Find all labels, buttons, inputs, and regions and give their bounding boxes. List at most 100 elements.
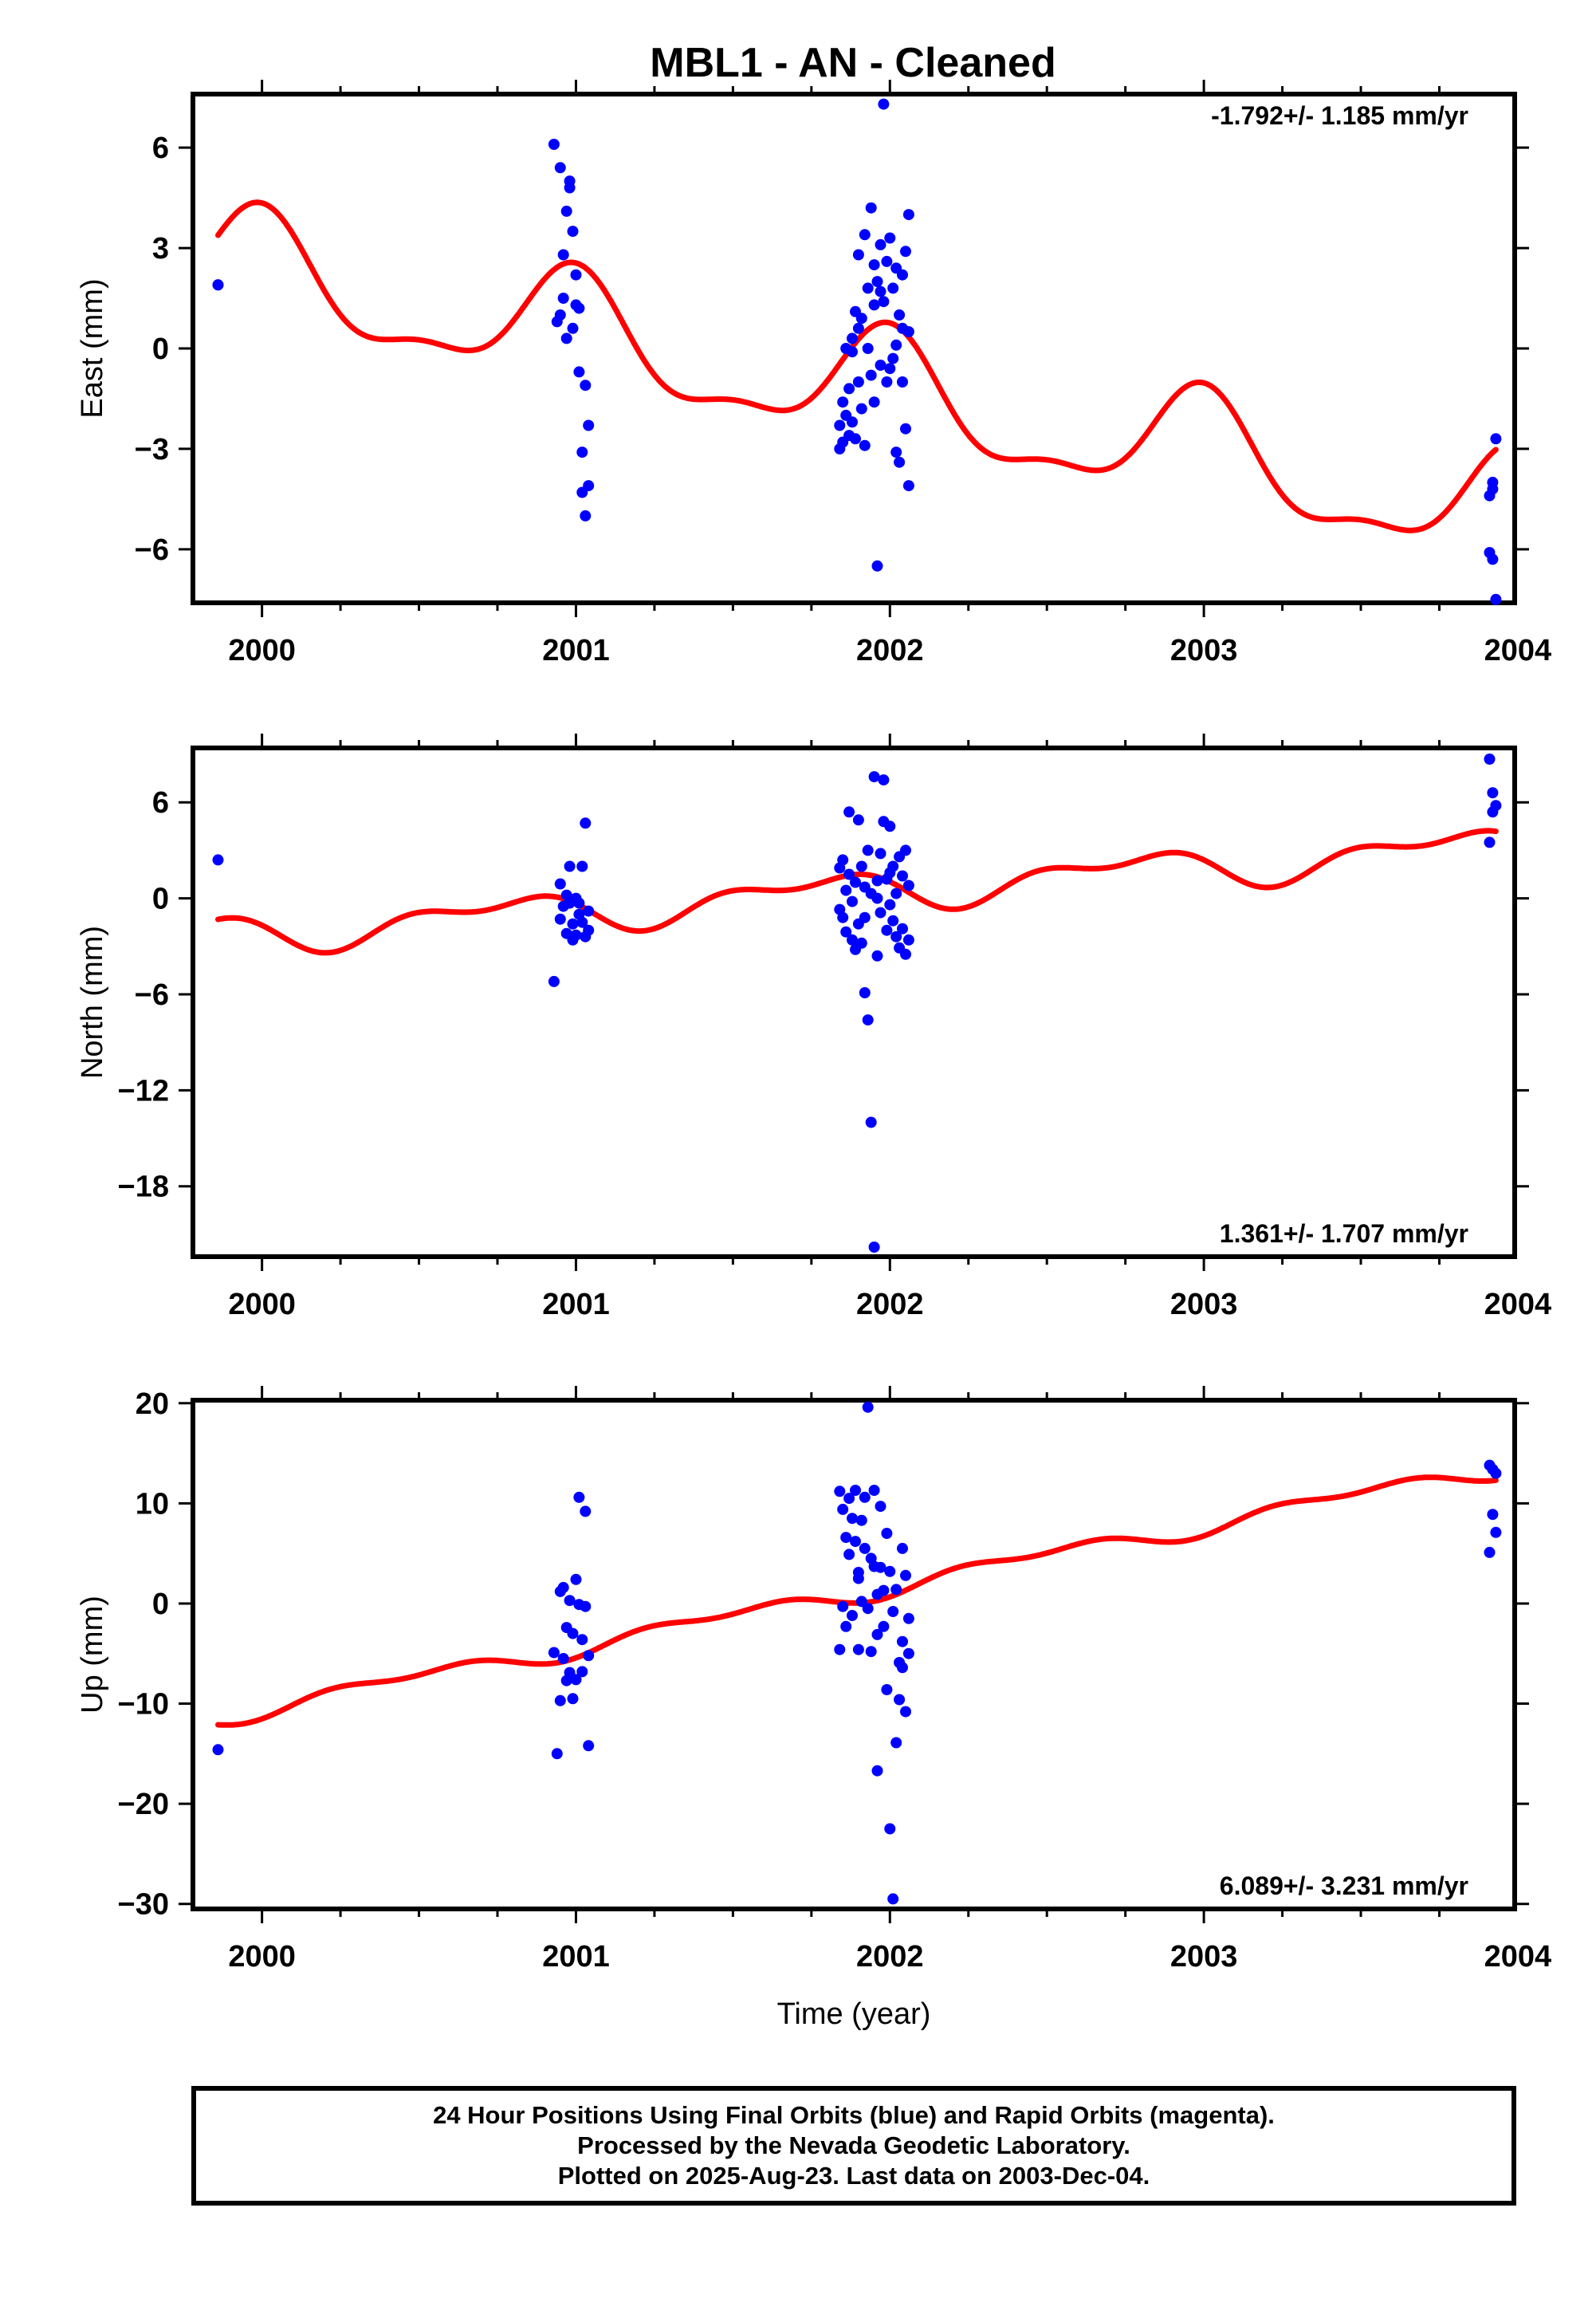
- x-tick-label: 2004: [1484, 1940, 1552, 1974]
- data-point: [897, 923, 908, 935]
- data-point: [884, 821, 896, 832]
- data-point: [902, 934, 914, 946]
- data-point: [897, 1542, 908, 1554]
- data-point: [1487, 1509, 1499, 1521]
- data-point: [875, 907, 886, 919]
- data-point: [567, 918, 579, 930]
- y-tick-label: 6: [152, 132, 169, 165]
- data-point: [576, 860, 588, 872]
- data-point: [900, 948, 911, 960]
- y-tick-label: −20: [118, 1788, 169, 1821]
- y-tick-label: −3: [135, 433, 169, 466]
- data-point: [583, 419, 595, 431]
- caption-line-orbits: 24 Hour Positions Using Final Orbits (bl…: [433, 2101, 1275, 2129]
- data-point: [570, 269, 582, 281]
- data-point: [850, 433, 861, 445]
- data-point: [862, 1014, 874, 1026]
- data-point: [583, 1740, 595, 1752]
- data-point: [887, 352, 899, 364]
- y-tick-label: −10: [118, 1688, 169, 1722]
- plot-frame: [191, 1398, 1517, 1911]
- data-point: [837, 396, 849, 408]
- velocity-label: 1.361+/- 1.707 mm/yr: [1220, 1219, 1468, 1248]
- data-point: [865, 1646, 877, 1658]
- data-point: [865, 202, 877, 214]
- data-point: [852, 1572, 864, 1584]
- data-point: [560, 205, 572, 217]
- data-point: [1490, 1526, 1502, 1538]
- data-point: [890, 931, 902, 943]
- data-point: [900, 1569, 911, 1581]
- data-point: [902, 1647, 914, 1659]
- data-point: [1487, 553, 1499, 565]
- y-tick-label: 20: [136, 1387, 169, 1421]
- data-point: [884, 867, 896, 879]
- plot-frame: [191, 746, 1517, 1259]
- data-point: [902, 480, 914, 492]
- data-point: [855, 1514, 867, 1526]
- data-point: [1484, 754, 1496, 765]
- data-point: [564, 1595, 576, 1607]
- data-point: [847, 895, 858, 907]
- data-point: [897, 376, 908, 388]
- data-point: [881, 924, 893, 936]
- data-point: [871, 1765, 883, 1777]
- data-point: [580, 817, 592, 829]
- data-point: [573, 302, 585, 314]
- y-tick-label: −6: [135, 533, 169, 567]
- x-tick-label: 2001: [542, 1940, 610, 1974]
- data-point: [887, 1893, 899, 1905]
- y-tick-label: 0: [152, 883, 169, 916]
- data-point: [871, 1628, 883, 1640]
- data-point: [560, 333, 572, 344]
- data-point: [890, 1584, 902, 1596]
- data-point: [871, 875, 883, 887]
- data-point: [865, 369, 877, 381]
- data-point: [868, 771, 880, 783]
- data-point: [878, 1584, 890, 1596]
- data-point: [850, 876, 861, 888]
- data-point: [852, 1643, 864, 1655]
- data-point: [580, 1505, 592, 1517]
- data-point: [834, 1643, 846, 1655]
- panel-3: 2000 2001 2002 2003 2004 −30 −20 −10 0 10 20 Up (mm…: [76, 1386, 1551, 2031]
- data-point: [580, 380, 592, 392]
- data-point: [840, 1620, 852, 1632]
- data-point: [852, 376, 864, 388]
- data-point: [834, 1486, 846, 1497]
- data-point: [212, 1744, 224, 1756]
- data-point: [837, 1600, 849, 1612]
- data-point: [855, 937, 867, 949]
- data-point: [855, 313, 867, 325]
- data-point: [554, 1694, 566, 1706]
- x-tick-label: 2002: [856, 1288, 924, 1321]
- data-point: [580, 1600, 592, 1612]
- data-point: [900, 1706, 911, 1718]
- data-point: [862, 343, 874, 354]
- data-point: [890, 339, 902, 351]
- data-point: [551, 1748, 563, 1760]
- x-tick-label: 2003: [1170, 1940, 1238, 1974]
- data-point: [837, 911, 849, 923]
- data-point: [1490, 433, 1502, 445]
- x-axis-label: Time (year): [777, 1997, 931, 2031]
- x-tick-label: 2000: [228, 634, 296, 667]
- data-point: [868, 1485, 880, 1496]
- data-point: [852, 322, 864, 334]
- data-point: [897, 1662, 908, 1674]
- x-tick-label: 2002: [856, 1940, 924, 1974]
- data-point: [900, 246, 911, 258]
- x-tick-label: 2003: [1170, 1288, 1238, 1321]
- data-point: [583, 480, 595, 492]
- data-point: [548, 975, 560, 987]
- data-point: [897, 269, 908, 281]
- data-point: [570, 1573, 582, 1585]
- data-point: [887, 1606, 899, 1617]
- data-point: [859, 439, 871, 451]
- y-tick-label: 3: [152, 232, 169, 266]
- data-point: [859, 911, 871, 923]
- data-point: [847, 1610, 858, 1621]
- data-point: [868, 396, 880, 408]
